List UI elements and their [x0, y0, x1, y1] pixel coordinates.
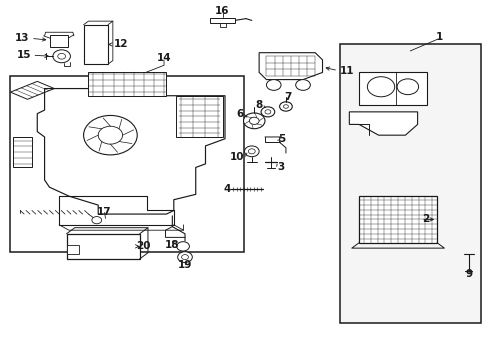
Bar [13, 137, 32, 167]
Circle shape [177, 252, 192, 262]
Text: 1: 1 [435, 32, 442, 41]
Text: 2: 2 [422, 215, 429, 224]
Bar [210, 18, 234, 23]
Text: 20: 20 [136, 241, 150, 251]
Polygon shape [10, 81, 54, 99]
Bar [50, 35, 68, 47]
Circle shape [53, 50, 70, 63]
Circle shape [244, 146, 259, 157]
Circle shape [295, 80, 310, 90]
Text: 4: 4 [223, 184, 230, 194]
Text: 15: 15 [17, 50, 31, 60]
Bar [10, 76, 244, 252]
Text: 8: 8 [255, 100, 263, 110]
Circle shape [261, 107, 274, 117]
Text: 14: 14 [157, 53, 171, 63]
Bar [66, 244, 79, 253]
Circle shape [279, 102, 292, 111]
Circle shape [283, 105, 288, 108]
Polygon shape [259, 53, 322, 80]
Bar [83, 25, 108, 64]
Text: 3: 3 [277, 162, 285, 172]
Circle shape [366, 77, 394, 97]
Bar [358, 196, 436, 243]
Text: 19: 19 [178, 260, 192, 270]
Circle shape [83, 116, 137, 155]
Circle shape [243, 113, 264, 129]
Bar [88, 72, 166, 96]
Bar [176, 96, 222, 137]
Text: 11: 11 [339, 66, 353, 76]
Bar [339, 44, 480, 323]
Text: 13: 13 [15, 33, 29, 43]
Text: 6: 6 [236, 109, 243, 119]
Text: 10: 10 [229, 152, 244, 162]
Circle shape [396, 79, 418, 95]
Text: 18: 18 [165, 239, 179, 249]
Text: 17: 17 [97, 207, 112, 217]
Circle shape [264, 110, 270, 114]
Text: 16: 16 [215, 6, 229, 17]
Polygon shape [348, 112, 417, 135]
Text: 5: 5 [278, 134, 285, 144]
Circle shape [181, 255, 188, 260]
Circle shape [58, 53, 65, 59]
Circle shape [176, 242, 189, 251]
Bar [358, 72, 427, 105]
Circle shape [92, 217, 102, 224]
Text: 12: 12 [114, 40, 128, 49]
Circle shape [248, 149, 255, 154]
Circle shape [98, 126, 122, 144]
Circle shape [249, 117, 259, 125]
Circle shape [266, 80, 281, 90]
Bar [66, 234, 140, 259]
Text: 7: 7 [284, 92, 291, 102]
Text: 9: 9 [464, 269, 471, 279]
